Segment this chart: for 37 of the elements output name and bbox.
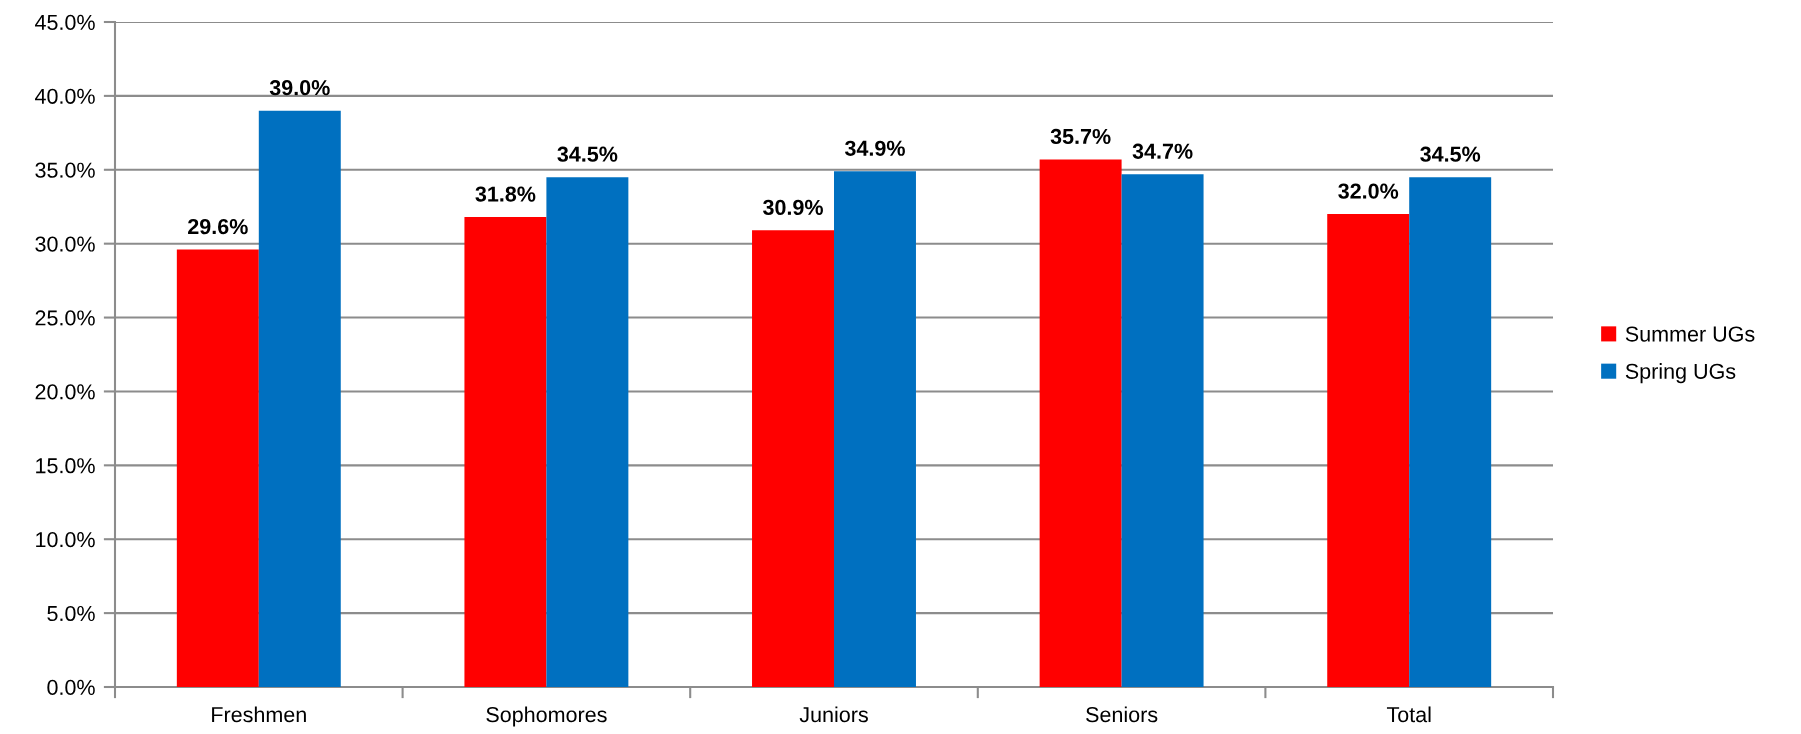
bar [834, 171, 916, 687]
y-tick-label: 30.0% [35, 236, 95, 252]
y-tick-label: 35.0% [35, 162, 95, 178]
data-label: 34.5% [1420, 146, 1481, 162]
y-tick-label: 15.0% [36, 458, 95, 474]
y-tick-label: 45.0% [35, 14, 95, 31]
data-label: 34.5% [557, 146, 618, 162]
y-tick-label: 0.0% [47, 679, 95, 696]
y-tick-label: 10.0% [36, 531, 95, 548]
bar [176, 249, 259, 687]
data-label: 34.7% [1132, 143, 1193, 159]
data-label: 34.9% [844, 140, 905, 156]
data-label: 29.6% [188, 218, 248, 235]
data-label: 32.0% [1338, 183, 1399, 199]
bar [1121, 174, 1204, 687]
legend-label: Spring UGs [1625, 363, 1736, 384]
x-tick-label: Seniors [1086, 706, 1158, 723]
data-label: 30.9% [762, 199, 823, 216]
legend-label: Summer UGs [1625, 326, 1755, 342]
data-label: 35.7% [1050, 128, 1111, 145]
y-tick-label: 20.0% [35, 384, 95, 400]
y-tick-label: 25.0% [35, 310, 95, 326]
y-tick-label: 5.0% [47, 605, 95, 622]
bar [546, 177, 629, 687]
data-label: 39.0% [269, 80, 330, 96]
x-tick-label: Freshmen [212, 706, 306, 723]
x-tick-label: Juniors [799, 706, 868, 723]
data-label: 31.8% [475, 186, 536, 202]
bar [464, 217, 547, 687]
bar [258, 110, 341, 687]
x-tick-label: Total [1386, 706, 1431, 723]
bar [1409, 177, 1492, 687]
bar [1327, 214, 1410, 687]
bar [1039, 159, 1122, 687]
y-tick-label: 40.0% [35, 88, 95, 104]
x-tick-label: Sophomores [486, 706, 607, 727]
bar [752, 230, 834, 687]
